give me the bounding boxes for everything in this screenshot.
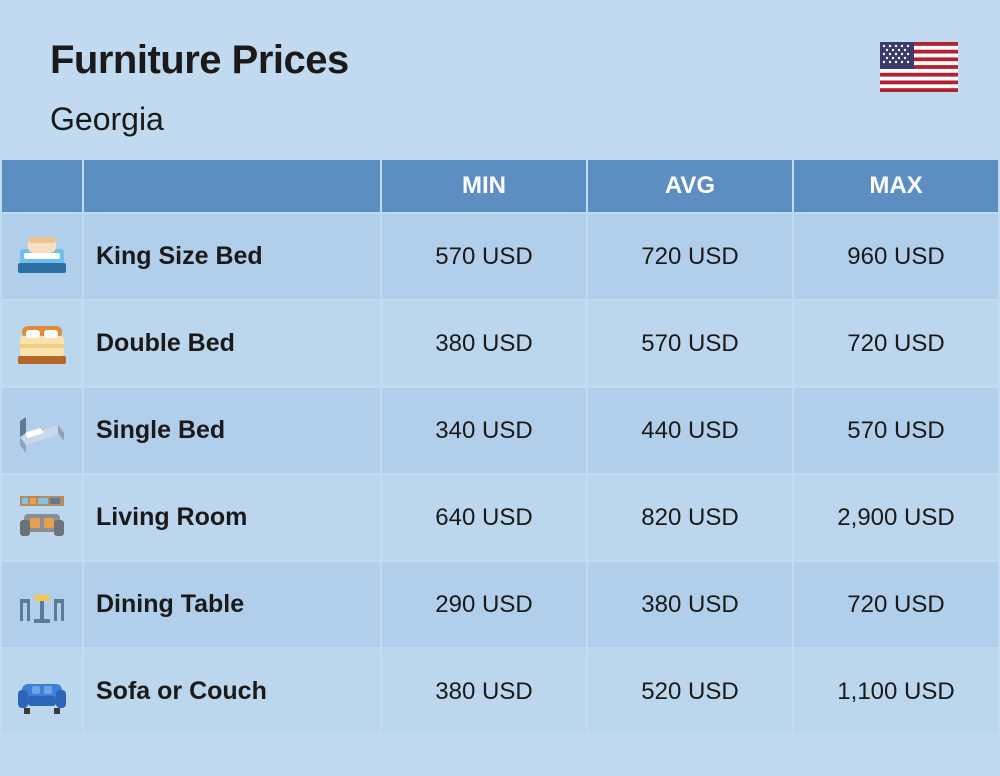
- row-label: Single Bed: [83, 387, 381, 474]
- col-min: MIN: [381, 159, 587, 213]
- double-bed-icon: [14, 316, 70, 372]
- table-row: King Size Bed570 USD720 USD960 USD: [1, 213, 999, 300]
- table-row: Double Bed380 USD570 USD720 USD: [1, 300, 999, 387]
- table-header-row: MIN AVG MAX: [1, 159, 999, 213]
- single-bed-icon: [14, 403, 70, 459]
- row-icon-cell: [1, 300, 83, 387]
- dining-table-icon: [14, 577, 70, 633]
- row-min: 290 USD: [381, 561, 587, 648]
- row-max: 1,100 USD: [793, 648, 999, 735]
- row-avg: 720 USD: [587, 213, 793, 300]
- table-row: Sofa or Couch380 USD520 USD1,100 USD: [1, 648, 999, 735]
- row-label: King Size Bed: [83, 213, 381, 300]
- col-icon-blank: [1, 159, 83, 213]
- table-row: Living Room640 USD820 USD2,900 USD: [1, 474, 999, 561]
- row-max: 2,900 USD: [793, 474, 999, 561]
- row-label: Sofa or Couch: [83, 648, 381, 735]
- row-min: 570 USD: [381, 213, 587, 300]
- row-min: 640 USD: [381, 474, 587, 561]
- row-label: Double Bed: [83, 300, 381, 387]
- row-icon-cell: [1, 561, 83, 648]
- living-room-icon: [14, 490, 70, 546]
- row-max: 720 USD: [793, 561, 999, 648]
- col-avg: AVG: [587, 159, 793, 213]
- table-row: Dining Table290 USD380 USD720 USD: [1, 561, 999, 648]
- row-icon-cell: [1, 213, 83, 300]
- row-max: 960 USD: [793, 213, 999, 300]
- row-avg: 380 USD: [587, 561, 793, 648]
- row-avg: 570 USD: [587, 300, 793, 387]
- row-max: 570 USD: [793, 387, 999, 474]
- row-min: 380 USD: [381, 300, 587, 387]
- row-min: 340 USD: [381, 387, 587, 474]
- sofa-icon: [14, 664, 70, 720]
- col-label-blank: [83, 159, 381, 213]
- row-avg: 820 USD: [587, 474, 793, 561]
- row-icon-cell: [1, 474, 83, 561]
- us-flag-icon: [880, 42, 958, 92]
- row-max: 720 USD: [793, 300, 999, 387]
- price-table: MIN AVG MAX King Size Bed570 USD720 USD9…: [0, 158, 1000, 736]
- row-label: Living Room: [83, 474, 381, 561]
- row-min: 380 USD: [381, 648, 587, 735]
- row-icon-cell: [1, 648, 83, 735]
- table-row: Single Bed340 USD440 USD570 USD: [1, 387, 999, 474]
- row-avg: 440 USD: [587, 387, 793, 474]
- col-max: MAX: [793, 159, 999, 213]
- row-icon-cell: [1, 387, 83, 474]
- page-subtitle: Georgia: [50, 101, 950, 138]
- header: Furniture Prices Georgia: [0, 0, 1000, 158]
- row-label: Dining Table: [83, 561, 381, 648]
- king-bed-icon: [14, 229, 70, 285]
- row-avg: 520 USD: [587, 648, 793, 735]
- page-title: Furniture Prices: [50, 38, 950, 83]
